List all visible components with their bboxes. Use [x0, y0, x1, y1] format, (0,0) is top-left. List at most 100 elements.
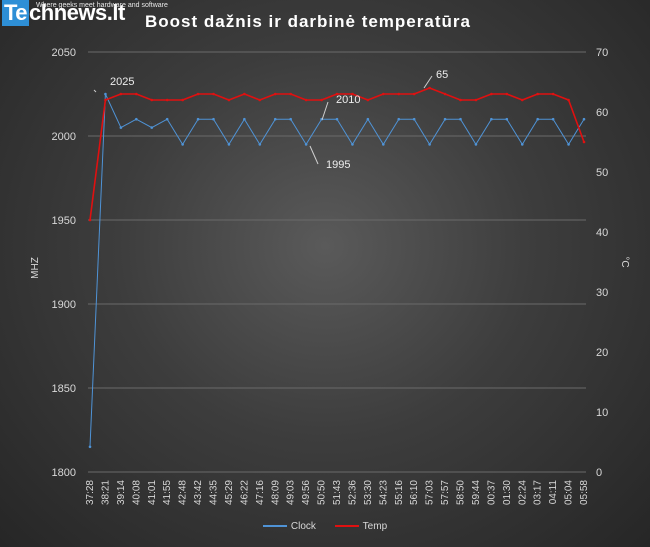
x-tick-label: 03:17: [533, 480, 544, 505]
data-point-temp: [320, 98, 323, 102]
data-point-clock: [104, 92, 107, 96]
x-tick-label: 37:28: [85, 480, 96, 505]
data-point-temp: [135, 92, 138, 96]
y2-tick-label: 20: [596, 347, 608, 359]
legend-label-clock: Clock: [290, 520, 316, 532]
data-point-clock: [536, 117, 539, 121]
data-point-clock: [165, 117, 169, 121]
x-tick-label: 57:03: [425, 480, 436, 505]
data-point-clock: [212, 117, 215, 121]
y-tick-label: 2000: [52, 131, 76, 143]
data-point-temp: [351, 92, 354, 96]
data-point-temp: [88, 218, 92, 222]
legend-item-clock: Clock: [262, 520, 316, 532]
data-point-temp: [459, 98, 462, 102]
x-tick-label: 47:16: [255, 480, 266, 505]
data-point-temp: [412, 92, 416, 96]
x-tick-label: 54:23: [378, 480, 389, 505]
data-point-temp: [212, 92, 215, 96]
y2-tick-label: 50: [596, 167, 608, 179]
data-point-temp: [505, 92, 509, 96]
data-point-clock: [351, 143, 354, 146]
data-point-clock: [567, 143, 570, 146]
data-point-temp: [567, 98, 570, 102]
data-point-temp: [536, 92, 539, 96]
y2-axis-label: °C: [619, 256, 630, 267]
x-tick-label: 50:50: [317, 480, 328, 505]
data-point-clock: [551, 117, 555, 121]
y-tick-label: 1900: [52, 299, 76, 311]
logo-tld: .lt: [106, 0, 126, 25]
data-point-temp: [243, 92, 246, 96]
data-point-clock: [366, 117, 370, 121]
data-point-clock: [273, 117, 277, 121]
y-tick-label: 1950: [52, 215, 76, 227]
data-point-temp: [289, 92, 292, 96]
annotation-leader: [423, 75, 433, 89]
x-tick-label: 05:58: [579, 480, 590, 505]
data-point-temp: [382, 92, 385, 96]
data-point-temp: [428, 86, 431, 90]
data-point-temp: [258, 98, 262, 102]
x-tick-label: 45:29: [224, 480, 235, 505]
x-tick-label: 49:03: [286, 480, 297, 505]
data-point-clock: [335, 117, 339, 121]
x-tick-label: 43:42: [193, 480, 204, 505]
x-tick-label: 39:14: [116, 480, 127, 505]
data-point-clock: [88, 445, 92, 449]
data-point-temp: [304, 98, 308, 102]
data-point-temp: [335, 92, 339, 96]
data-point-clock: [520, 143, 524, 146]
x-tick-label: 56:10: [409, 480, 420, 505]
x-tick-label: 40:08: [131, 480, 142, 505]
data-point-clock: [119, 126, 123, 129]
data-point-clock: [490, 117, 493, 121]
data-point-clock: [397, 117, 401, 121]
x-tick-label: 55:16: [394, 480, 405, 505]
y2-tick-label: 40: [596, 227, 608, 239]
x-tick-label: 04:11: [548, 480, 559, 505]
data-point-clock: [304, 143, 308, 146]
data-point-clock: [181, 143, 184, 146]
y-axis-label: MHZ: [30, 257, 41, 279]
x-tick-label: 51:43: [332, 480, 343, 505]
annotation-leader: [309, 145, 319, 165]
y2-tick-label: 30: [596, 287, 608, 299]
x-tick-label: 05:04: [564, 480, 575, 505]
data-point-clock: [382, 143, 385, 146]
data-point-clock: [243, 117, 246, 121]
annotation-leader: [93, 89, 97, 93]
data-point-temp: [273, 92, 277, 96]
data-point-temp: [150, 98, 154, 102]
data-point-clock: [135, 117, 138, 121]
y2-tick-label: 0: [596, 467, 602, 479]
x-tick-label: 57:57: [440, 480, 451, 505]
y-tick-label: 2050: [52, 47, 76, 59]
x-tick-label: 02:24: [517, 480, 528, 505]
logo-wordmark: Technews.lt: [2, 0, 125, 26]
data-point-clock: [474, 143, 478, 146]
y-tick-label: 1850: [52, 383, 76, 395]
data-point-clock: [428, 143, 431, 146]
series-lines: [88, 86, 586, 449]
x-tick-label: 42:48: [178, 480, 189, 505]
x-tick-label: 48:09: [270, 480, 281, 505]
x-tick-label: 38:21: [100, 480, 111, 505]
data-point-clock: [289, 117, 292, 121]
legend-swatch-temp: [334, 525, 359, 527]
data-point-temp: [490, 92, 493, 96]
legend-swatch-clock: [262, 525, 287, 527]
data-point-clock: [196, 117, 200, 121]
data-point-clock: [412, 117, 416, 121]
x-tick-label: 52:36: [347, 480, 358, 505]
logo-tagline: Where geeks meet hardware and software: [36, 2, 168, 9]
data-point-temp: [397, 92, 401, 96]
data-point-clock: [443, 117, 447, 121]
legend-item-temp: Temp: [334, 521, 387, 532]
data-point-clock: [258, 143, 262, 146]
data-point-temp: [582, 140, 586, 144]
x-tick-label: 41:55: [162, 480, 173, 505]
x-tick-label: 49:56: [301, 480, 312, 505]
